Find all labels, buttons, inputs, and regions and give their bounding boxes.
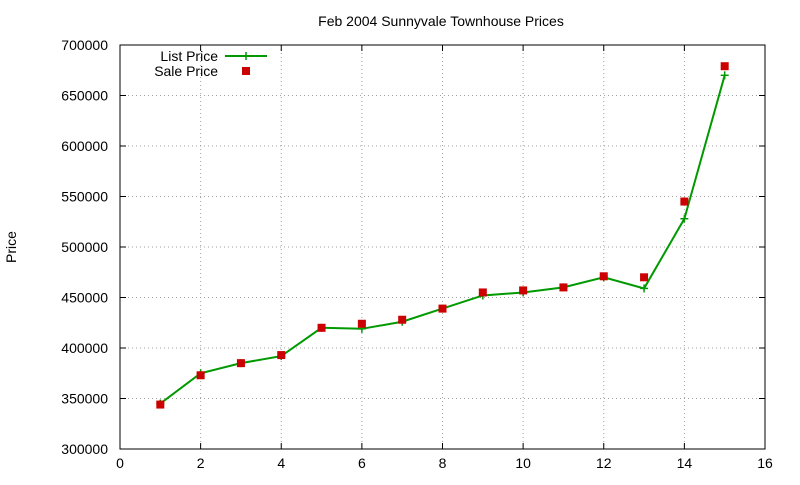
sale-price-point: [438, 304, 447, 313]
y-tick-label: 600000: [61, 138, 108, 154]
sale-price-point: [196, 371, 205, 380]
sale-price-point: [156, 400, 165, 409]
sale-price-point: [599, 272, 608, 281]
x-tick-label: 0: [116, 455, 124, 471]
axis-ticks: 0 2 4 6 8 10 12 14 16 300000 350000 400000 450000 500…: [61, 37, 773, 471]
sale-price-point: [519, 286, 528, 295]
sale-price-point: [680, 197, 689, 206]
y-tick-label: 300000: [61, 441, 108, 457]
y-axis-label: Price: [3, 231, 19, 263]
x-tick-label: 12: [596, 455, 612, 471]
legend-square-swatch: [242, 67, 250, 75]
sale-price-point: [478, 288, 487, 297]
list-price-point: [680, 214, 689, 223]
y-tick-label: 650000: [61, 88, 108, 104]
list-price-line: [159, 75, 726, 405]
sale-price-point: [357, 319, 366, 328]
grid: [120, 45, 765, 449]
y-tick-label: 700000: [61, 37, 108, 53]
y-tick-label: 500000: [61, 239, 108, 255]
legend-entry-sale-price: Sale Price: [154, 63, 250, 79]
sale-price-point: [236, 359, 245, 368]
x-tick-label: 10: [515, 455, 531, 471]
series-group: [156, 62, 729, 409]
legend-plus-swatch: [242, 52, 250, 60]
sale-price-point: [398, 315, 407, 324]
x-tick-label: 14: [677, 455, 693, 471]
chart-title: Feb 2004 Sunnyvale Townhouse Prices: [318, 13, 564, 29]
list-price-point: [640, 284, 649, 293]
sale-price-point: [640, 273, 649, 282]
series-sale-price: [156, 62, 729, 409]
sale-price-point: [559, 283, 568, 292]
legend-label: List Price: [160, 48, 218, 64]
x-tick-label: 2: [197, 455, 205, 471]
legend-entry-list-price: List Price: [160, 48, 267, 64]
x-tick-label: 4: [277, 455, 285, 471]
y-tick-label: 400000: [61, 340, 108, 356]
y-tick-label: 550000: [61, 189, 108, 205]
list-price-point: [720, 71, 729, 80]
x-tick-label: 6: [358, 455, 366, 471]
y-tick-label: 350000: [61, 391, 108, 407]
sale-price-point: [277, 351, 286, 360]
sale-price-point: [317, 323, 326, 332]
x-tick-label: 16: [757, 455, 773, 471]
y-tick-label: 450000: [61, 290, 108, 306]
sale-price-point: [720, 62, 729, 71]
legend-label: Sale Price: [154, 63, 218, 79]
x-tick-label: 8: [439, 455, 447, 471]
